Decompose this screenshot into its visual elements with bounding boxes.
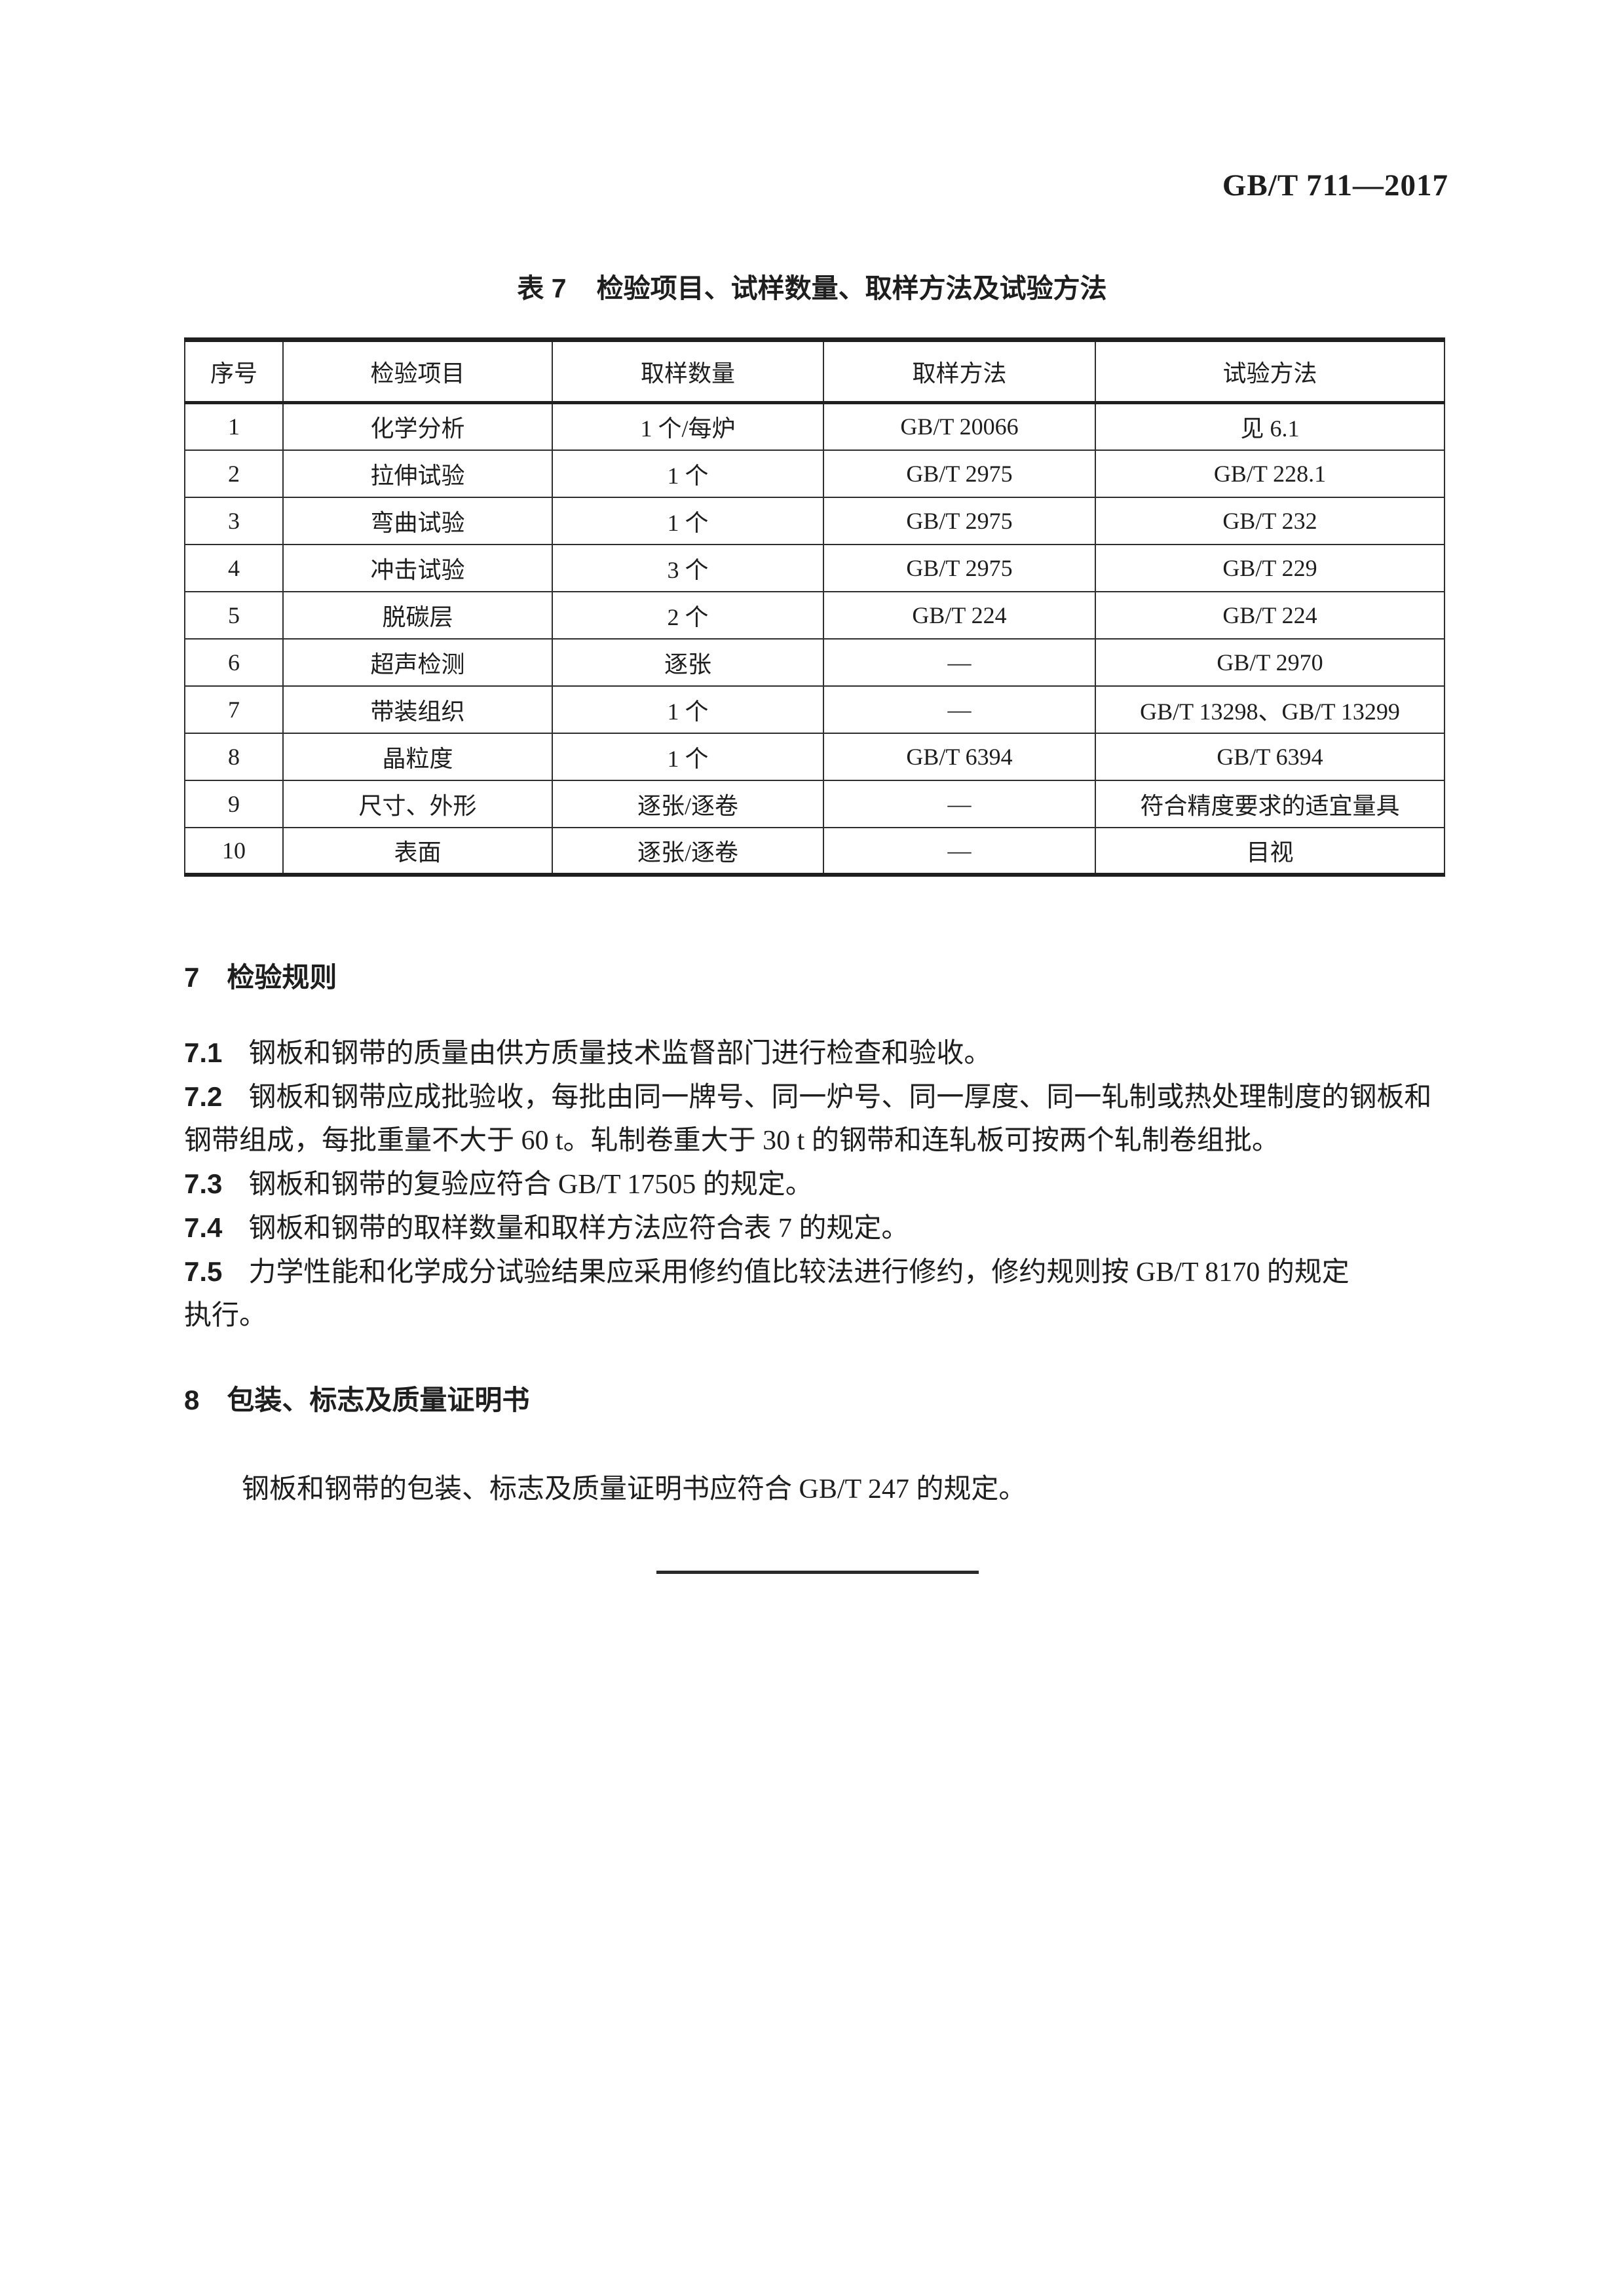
cell-sampling-method: GB/T 2975 — [823, 543, 1096, 592]
cell-sampling-method: — — [823, 638, 1096, 687]
cell-item: 表面 — [282, 826, 553, 875]
cell-test-method: GB/T 224 — [1095, 590, 1445, 640]
col-header-sampling-method: 取样方法 — [823, 339, 1096, 404]
cell-sampling-method: GB/T 20066 — [823, 402, 1096, 451]
cell-sample-qty: 逐张/逐卷 — [552, 826, 824, 875]
cell-index: 6 — [184, 638, 284, 687]
clause-text: 执行。 — [184, 1301, 267, 1331]
cell-item: 拉伸试验 — [282, 449, 553, 498]
cell-sample-qty: 1 个 — [552, 449, 824, 498]
cell-item: 带装组织 — [282, 685, 553, 734]
end-of-text-divider — [656, 1571, 979, 1574]
cell-test-method: 符合精度要求的适宜量具 — [1095, 779, 1445, 828]
clause-7-3: 7.3 钢板和钢带的复验应符合 GB/T 17505 的规定。 — [184, 1162, 1468, 1206]
col-header-sample-qty: 取样数量 — [552, 339, 824, 404]
table-row: 7 带装组织 1 个 — GB/T 13298、GB/T 13299 — [184, 685, 1445, 734]
cell-index: 9 — [184, 779, 284, 828]
cell-sampling-method: GB/T 2975 — [823, 496, 1096, 545]
cell-sampling-method: — — [823, 685, 1096, 734]
table-row: 1 化学分析 1 个/每炉 GB/T 20066 见 6.1 — [184, 402, 1445, 451]
clause-number: 7.5 — [184, 1256, 223, 1287]
cell-test-method: GB/T 13298、GB/T 13299 — [1095, 685, 1445, 734]
col-header-index: 序号 — [184, 339, 284, 404]
table-caption-label: 表 7 — [517, 273, 567, 303]
cell-item: 尺寸、外形 — [282, 779, 553, 828]
cell-test-method: GB/T 228.1 — [1095, 449, 1445, 498]
clause-number: 7.4 — [184, 1212, 223, 1243]
cell-test-method: GB/T 232 — [1095, 496, 1445, 545]
cell-index: 3 — [184, 496, 284, 545]
cell-index: 1 — [184, 402, 284, 451]
cell-sample-qty: 3 个 — [552, 543, 824, 592]
section-7-heading: 7 检验规则 — [184, 955, 337, 995]
clause-7-4: 7.4 钢板和钢带的取样数量和取样方法应符合表 7 的规定。 — [184, 1206, 1468, 1250]
table-caption-text: 检验项目、试样数量、取样方法及试验方法 — [596, 273, 1107, 303]
cell-sampling-method: — — [823, 826, 1096, 875]
cell-sampling-method: — — [823, 779, 1096, 828]
cell-sample-qty: 1 个/每炉 — [552, 402, 824, 451]
cell-sample-qty: 1 个 — [552, 496, 824, 545]
section-number: 7 — [184, 962, 200, 993]
cell-item: 超声检测 — [282, 638, 553, 687]
clause-text: 钢板和钢带的质量由供方质量技术监督部门进行检查和验收。 — [248, 1039, 992, 1069]
cell-sample-qty: 2 个 — [552, 590, 824, 640]
section-8-paragraph: 钢板和钢带的包装、标志及质量证明书应符合 GB/T 247 的规定。 — [242, 1474, 1027, 1504]
table-row: 4 冲击试验 3 个 GB/T 2975 GB/T 229 — [184, 543, 1445, 592]
table-row: 5 脱碳层 2 个 GB/T 224 GB/T 224 — [184, 590, 1445, 640]
cell-test-method: GB/T 2970 — [1095, 638, 1445, 687]
section-title: 检验规则 — [227, 962, 337, 993]
clause-text: 力学性能和化学成分试验结果应采用修约值比较法进行修约，修约规则按 GB/T 81… — [248, 1257, 1350, 1288]
cell-test-method: GB/T 6394 — [1095, 732, 1445, 781]
cell-item: 弯曲试验 — [282, 496, 553, 545]
clause-number: 7.2 — [184, 1081, 223, 1112]
cell-test-method: GB/T 229 — [1095, 543, 1445, 592]
cell-index: 10 — [184, 826, 284, 875]
section-title: 包装、标志及质量证明书 — [227, 1385, 530, 1415]
table-row: 6 超声检测 逐张 — GB/T 2970 — [184, 638, 1445, 687]
cell-sample-qty: 1 个 — [552, 732, 824, 781]
cell-sample-qty: 逐张/逐卷 — [552, 779, 824, 828]
table-row: 3 弯曲试验 1 个 GB/T 2975 GB/T 232 — [184, 496, 1445, 545]
cell-index: 8 — [184, 732, 284, 781]
table-row: 8 晶粒度 1 个 GB/T 6394 GB/T 6394 — [184, 732, 1445, 781]
clause-number: 7.3 — [184, 1168, 223, 1199]
table-header-row: 序号 检验项目 取样数量 取样方法 试验方法 — [184, 339, 1445, 404]
standard-number: GB/T 711—2017 — [1222, 168, 1448, 202]
cell-sampling-method: GB/T 2975 — [823, 449, 1096, 498]
table-row: 2 拉伸试验 1 个 GB/T 2975 GB/T 228.1 — [184, 449, 1445, 498]
clause-text: 钢板和钢带的复验应符合 GB/T 17505 的规定。 — [248, 1170, 813, 1200]
section-7-clauses: 7.1 钢板和钢带的质量由供方质量技术监督部门进行检查和验收。 7.2 钢板和钢带应… — [184, 1031, 1468, 1337]
clause-7-5: 7.5 力学性能和化学成分试验结果应采用修约值比较法进行修约，修约规则按 GB/T… — [184, 1250, 1468, 1337]
cell-item: 脱碳层 — [282, 590, 553, 640]
section-number: 8 — [184, 1385, 200, 1415]
clause-number: 7.1 — [184, 1037, 223, 1068]
inspection-items-table: 序号 检验项目 取样数量 取样方法 试验方法 1 化学分析 1 个/每炉 GB/… — [184, 337, 1445, 877]
col-header-test-method: 试验方法 — [1095, 339, 1445, 404]
cell-index: 5 — [184, 590, 284, 640]
cell-item: 化学分析 — [282, 402, 553, 451]
clause-7-2: 7.2 钢板和钢带应成批验收，每批由同一牌号、同一炉号、同一厚度、同一轧制或热处理… — [184, 1075, 1468, 1162]
col-header-item: 检验项目 — [282, 339, 553, 404]
clause-text: 钢板和钢带应成批验收，每批由同一牌号、同一炉号、同一厚度、同一轧制或热处理制度的… — [248, 1082, 1432, 1113]
cell-sample-qty: 逐张 — [552, 638, 824, 687]
table-row: 9 尺寸、外形 逐张/逐卷 — 符合精度要求的适宜量具 — [184, 779, 1445, 828]
section-8-heading: 8 包装、标志及质量证明书 — [184, 1378, 529, 1418]
cell-index: 2 — [184, 449, 284, 498]
cell-test-method: 见 6.1 — [1095, 402, 1445, 451]
cell-test-method: 目视 — [1095, 826, 1445, 875]
cell-sampling-method: GB/T 224 — [823, 590, 1096, 640]
clause-text: 钢带组成，每批重量不大于 60 t。轧制卷重大于 30 t 的钢带和连轧板可按两… — [184, 1126, 1279, 1156]
cell-item: 冲击试验 — [282, 543, 553, 592]
table-caption: 表 7 检验项目、试样数量、取样方法及试验方法 — [0, 266, 1624, 305]
cell-index: 4 — [184, 543, 284, 592]
clause-text: 钢板和钢带的取样数量和取样方法应符合表 7 的规定。 — [248, 1214, 909, 1244]
table-row: 10 表面 逐张/逐卷 — 目视 — [184, 826, 1445, 875]
cell-sample-qty: 1 个 — [552, 685, 824, 734]
cell-index: 7 — [184, 685, 284, 734]
clause-7-1: 7.1 钢板和钢带的质量由供方质量技术监督部门进行检查和验收。 — [184, 1031, 1468, 1075]
cell-item: 晶粒度 — [282, 732, 553, 781]
cell-sampling-method: GB/T 6394 — [823, 732, 1096, 781]
